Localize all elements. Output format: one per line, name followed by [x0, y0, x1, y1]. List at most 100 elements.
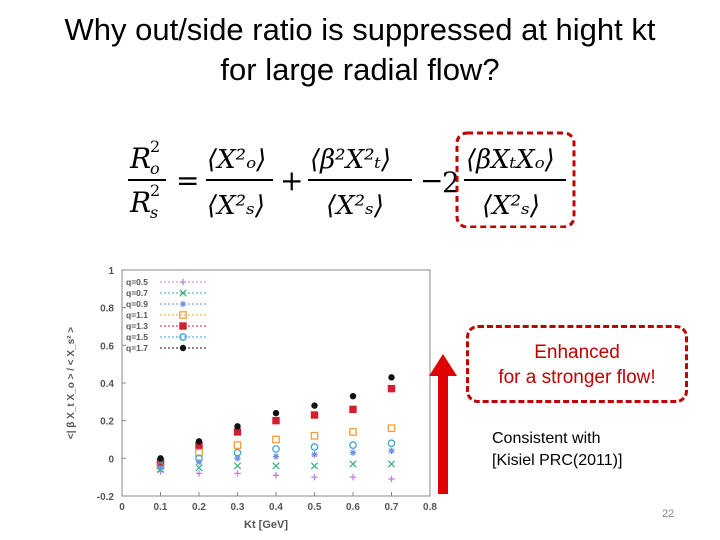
y-tick-label: 1: [108, 266, 114, 277]
data-point: [310, 443, 319, 451]
legend-marker: [179, 333, 187, 341]
data-point: [310, 462, 319, 470]
title-line-1: Why out/side ratio is suppressed at high…: [64, 12, 656, 47]
data-point: [272, 416, 280, 425]
page-number: 22: [662, 508, 675, 520]
formula-lhs-num: R: [129, 142, 151, 175]
data-point: [233, 428, 242, 436]
formula-term3-num: ⟨βXₜXₒ⟩: [466, 145, 555, 175]
x-tick-label: 0.3: [231, 502, 245, 513]
data-point: [349, 392, 357, 400]
y-tick-label: 0.6: [100, 341, 114, 352]
data-point: [195, 470, 203, 477]
x-tick-label: 0.5: [308, 502, 322, 513]
data-point: [349, 460, 357, 468]
formula-lhs-den: R: [129, 186, 151, 219]
note-line-2: [Kisiel PRC(2011)]: [492, 452, 623, 469]
reference-note: Consistent with [Kisiel PRC(2011)]: [492, 428, 622, 472]
data-point: [272, 445, 280, 453]
note-line-1: Consistent with: [492, 430, 601, 447]
data-point: [388, 475, 395, 483]
formula-lhs-den-sup: 2: [150, 181, 160, 200]
legend-marker: [179, 278, 187, 286]
data-point: [272, 462, 280, 470]
data-point: [310, 411, 319, 419]
data-point: [387, 460, 396, 468]
legend-marker: [179, 311, 187, 319]
data-point: [388, 374, 395, 381]
x-tick-label: 0.7: [385, 502, 399, 513]
title-line-2: for large radial flow?: [220, 52, 500, 87]
legend-label: q=1.5: [126, 332, 148, 342]
scatter-chart: 0 0.1 0.2 0.3 0.4 0.5 0.6 0.7 0.8 -0.2 0 0.2 0.4 0.6 0…: [66, 266, 437, 531]
formula-term2-den: ⟨X²ₛ⟩: [326, 191, 384, 221]
data-point: [349, 449, 357, 456]
data-point: [195, 454, 203, 463]
formula-highlight-box: [455, 131, 576, 228]
data-point: [349, 405, 357, 414]
data-point: [349, 441, 357, 449]
legend-label: q=0.5: [126, 277, 148, 287]
data-point: [349, 428, 357, 436]
x-tick-label: 0.2: [192, 502, 206, 513]
data-point: [272, 472, 280, 479]
formula-term3-den: ⟨X²ₛ⟩: [482, 191, 540, 221]
x-tick-label: 0: [119, 502, 125, 513]
data-point: [156, 462, 165, 470]
formula-plus: +: [280, 164, 303, 197]
legend-label: q=0.7: [126, 288, 148, 298]
formula-coefficient: 2: [442, 166, 460, 199]
y-tick-label: 0.2: [100, 417, 114, 428]
data-point: [195, 448, 203, 457]
formula-lhs-den-sub: s: [150, 203, 158, 222]
data-point: [388, 447, 395, 454]
formula-lhs-num-sub: o: [150, 159, 160, 178]
callout-box: Enhanced for a stronger flow!: [466, 325, 688, 403]
legend-label: q=1.3: [126, 321, 148, 331]
y-tick-label: 0.4: [100, 379, 114, 390]
data-point: [311, 402, 318, 409]
x-tick-label: 0.4: [269, 502, 283, 513]
formula-lhs-num-sup: 2: [150, 137, 160, 156]
data-point: [272, 435, 280, 444]
formula-term1-num: ⟨X²ₒ⟩: [207, 145, 266, 175]
x-tick-label: 0.6: [346, 502, 360, 513]
data-point: [234, 470, 241, 477]
x-tick-label: 0.1: [154, 502, 168, 513]
data-point: [233, 462, 242, 470]
data-point: [311, 451, 318, 458]
data-point: [349, 473, 357, 481]
data-point: [272, 453, 280, 460]
data-point: [195, 438, 203, 445]
legend-marker: [179, 289, 187, 297]
formula-equals: =: [176, 164, 199, 197]
data-point: [157, 455, 164, 462]
legend-label: q=0.9: [126, 299, 148, 309]
y-tick-label: -0.2: [97, 492, 115, 503]
legend-marker: [179, 300, 187, 308]
legend-label: q=1.1: [126, 310, 148, 320]
data-point: [233, 448, 242, 457]
data-point: [310, 431, 319, 440]
y-axis-label: <| β X_t X_o > / < X_s² >: [66, 327, 77, 439]
legend-marker: [179, 344, 187, 352]
data-point: [195, 464, 203, 472]
callout-line-2: for a stronger flow!: [498, 367, 656, 388]
formula-minus: −: [420, 164, 443, 197]
data-point: [387, 424, 396, 433]
formula-term1-den: ⟨X²ₛ⟩: [207, 191, 265, 221]
x-axis-label: Kt [GeV]: [244, 519, 288, 531]
y-tick-label: 0.8: [100, 304, 114, 315]
callout-line-1: Enhanced: [534, 342, 620, 363]
x-tick-label: 0.8: [423, 502, 437, 513]
data-point: [387, 384, 396, 393]
data-point: [233, 441, 242, 449]
data-point: [234, 423, 241, 430]
legend-marker: [179, 322, 187, 330]
data-point: [272, 409, 280, 417]
y-tick-label: 0: [108, 454, 114, 465]
slide-title: Why out/side ratio is suppressed at high…: [20, 10, 700, 90]
legend-label: q=1.7: [126, 343, 148, 353]
data-point: [311, 473, 318, 481]
ratio-formula: R 2 o R 2 s = ⟨X²ₒ⟩ ⟨X²ₛ⟩ + ⟨β²X²ₜ⟩ ⟨X²ₛ…: [128, 131, 576, 228]
